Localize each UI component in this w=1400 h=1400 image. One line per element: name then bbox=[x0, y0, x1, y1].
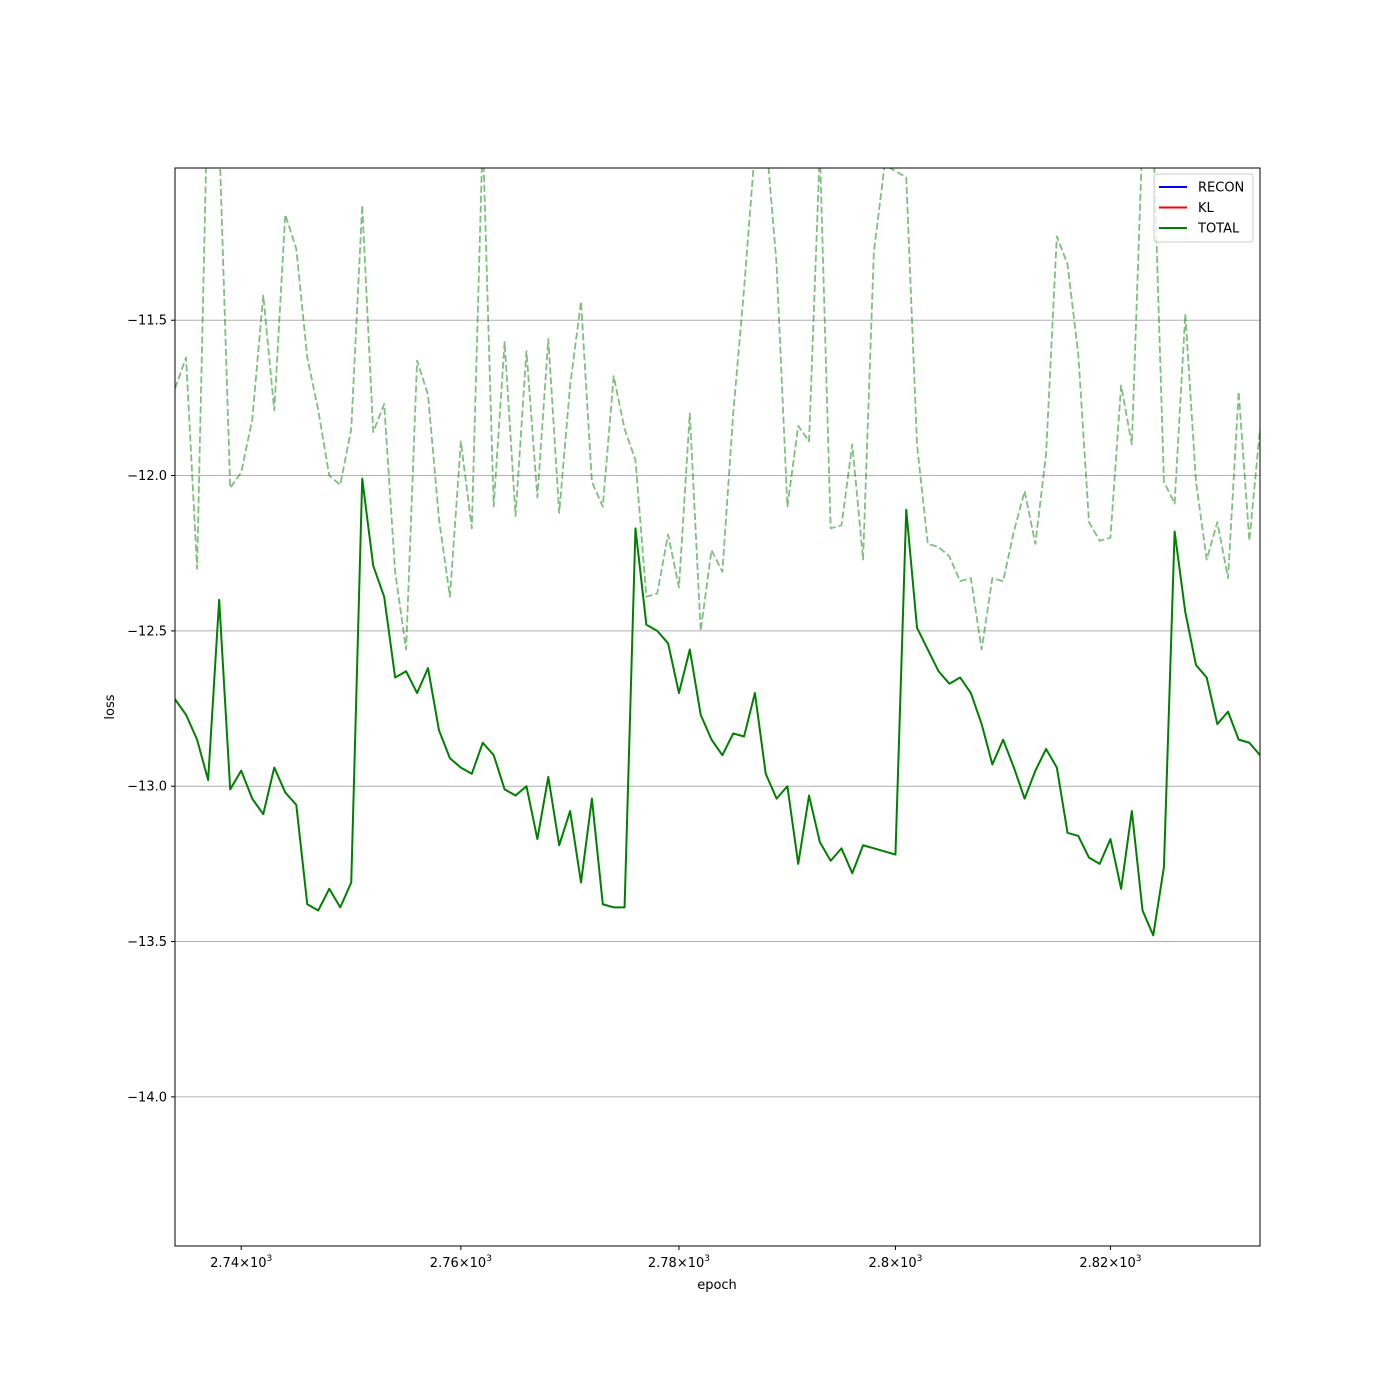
legend-label: KL bbox=[1198, 201, 1215, 216]
x-tick-times-sign: ×10 bbox=[889, 1256, 916, 1271]
y-axis-label: loss bbox=[103, 694, 118, 719]
x-axis: 2.74×103 2.76×103 2.78×103 2.8×103 2.82×103 bbox=[210, 1246, 1141, 1271]
grid-lines bbox=[175, 319, 1260, 1098]
y-tick-label: −12.0 bbox=[127, 469, 167, 484]
y-axis: −11.5 −12.0 −12.5 −13.0 −13.5 −14.0 bbox=[127, 314, 175, 1105]
x-axis-label: epoch bbox=[697, 1278, 737, 1293]
x-tick-exponent: 3 bbox=[267, 1254, 273, 1264]
legend: RECON KL TOTAL bbox=[1153, 173, 1254, 243]
dashed-series-line bbox=[175, 168, 1260, 651]
x-tick-label: 2.74×103 bbox=[210, 1254, 272, 1271]
legend-label: RECON bbox=[1198, 181, 1244, 196]
series-line-total bbox=[175, 477, 1260, 937]
y-tick-label: −13.5 bbox=[127, 935, 167, 950]
x-tick-label: 2.76×103 bbox=[430, 1254, 492, 1271]
x-tick-label: 2.82×103 bbox=[1079, 1254, 1141, 1271]
x-tick-exponent: 3 bbox=[704, 1254, 710, 1264]
x-tick-mantissa: 2.76 bbox=[430, 1256, 459, 1271]
x-tick-exponent: 3 bbox=[917, 1254, 923, 1264]
x-tick-times-sign: ×10 bbox=[677, 1256, 704, 1271]
x-tick-exponent: 3 bbox=[486, 1254, 492, 1264]
y-tick-label: −13.0 bbox=[127, 780, 167, 795]
x-tick-mantissa: 2.78 bbox=[648, 1256, 677, 1271]
legend-label: TOTAL bbox=[1197, 222, 1240, 237]
x-tick-mantissa: 2.74 bbox=[210, 1256, 239, 1271]
series-layer bbox=[175, 168, 1260, 937]
plot-frame bbox=[174, 167, 1261, 1247]
x-tick-times-sign: ×10 bbox=[239, 1256, 266, 1271]
x-tick-label: 2.8×103 bbox=[869, 1254, 923, 1271]
y-tick-label: −12.5 bbox=[127, 624, 167, 639]
x-tick-times-sign: ×10 bbox=[459, 1256, 486, 1271]
x-tick-label: 2.78×103 bbox=[648, 1254, 710, 1271]
x-tick-mantissa: 2.82 bbox=[1079, 1256, 1108, 1271]
y-tick-label: −11.5 bbox=[127, 314, 167, 329]
legend-box bbox=[1153, 173, 1254, 243]
x-tick-mantissa: 2.8 bbox=[869, 1256, 890, 1271]
y-tick-label: −14.0 bbox=[127, 1090, 167, 1105]
x-tick-times-sign: ×10 bbox=[1108, 1256, 1135, 1271]
x-tick-exponent: 3 bbox=[1136, 1254, 1142, 1264]
plot-background bbox=[175, 168, 1260, 1246]
